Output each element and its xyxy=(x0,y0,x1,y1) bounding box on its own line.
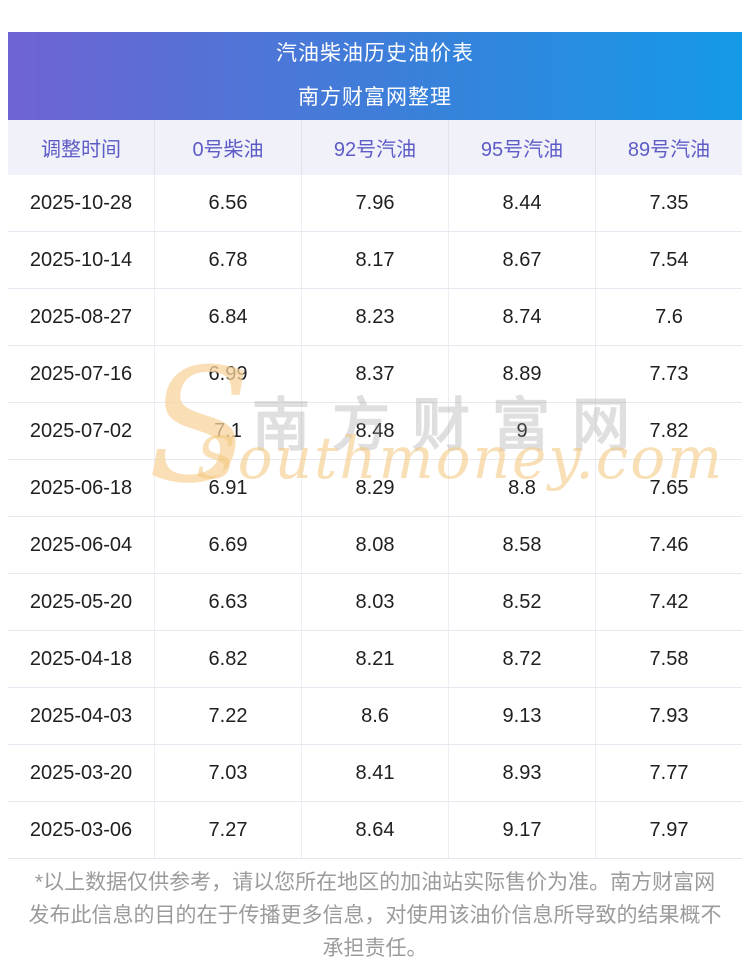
price-cell: 7.54 xyxy=(595,232,742,288)
table-row: 2025-04-03 7.22 8.6 9.13 7.93 xyxy=(8,687,742,744)
date-cell: 2025-04-03 xyxy=(29,704,133,727)
price-cell: 8.29 xyxy=(301,460,448,516)
price-cell: 8.21 xyxy=(301,631,448,687)
table-row: 2025-08-27 6.84 8.23 8.74 7.6 xyxy=(8,288,742,345)
table-row: 2025-10-28 6.56 7.96 8.44 7.35 xyxy=(8,175,742,231)
price-cell: 7.96 xyxy=(301,175,448,231)
price-cell: 8.8 xyxy=(448,460,595,516)
price-cell: 9.13 xyxy=(448,688,595,744)
table-row: 2025-07-16 6.99 8.37 8.89 7.73 xyxy=(8,345,742,402)
date-cell: 2025-04-18 xyxy=(29,647,133,670)
date-cell: 2025-10-14 xyxy=(29,248,133,271)
table-row: 2025-10-14 6.78 8.17 8.67 7.54 xyxy=(8,231,742,288)
table-row: 2025-05-20 6.63 8.03 8.52 7.42 xyxy=(8,573,742,630)
price-cell: 8.67 xyxy=(448,232,595,288)
price-cell: 7.93 xyxy=(595,688,742,744)
price-cell: 7.82 xyxy=(595,403,742,459)
table-title: 汽油柴油历史油价表 xyxy=(276,42,474,65)
price-cell: 6.91 xyxy=(154,460,301,516)
table-banner: 汽油柴油历史油价表 南方财富网整理 xyxy=(8,32,742,120)
price-cell: 6.84 xyxy=(154,289,301,345)
price-cell: 9 xyxy=(448,403,595,459)
table-subtitle: 南方财富网整理 xyxy=(298,86,452,109)
price-cell: 8.03 xyxy=(301,574,448,630)
price-cell: 9.17 xyxy=(448,802,595,858)
price-cell: 7.27 xyxy=(154,802,301,858)
table-row: 2025-07-02 7.1 8.48 9 7.82 xyxy=(8,402,742,459)
price-cell: 8.72 xyxy=(448,631,595,687)
column-header: 95号汽油 xyxy=(448,120,595,175)
date-cell: 2025-03-06 xyxy=(29,818,133,841)
column-header: 调整时间 xyxy=(41,139,121,161)
price-cell: 7.46 xyxy=(595,517,742,573)
column-header: 92号汽油 xyxy=(301,120,448,175)
table-row: 2025-06-18 6.91 8.29 8.8 7.65 xyxy=(8,459,742,516)
price-cell: 6.78 xyxy=(154,232,301,288)
price-cell: 7.42 xyxy=(595,574,742,630)
price-cell: 6.63 xyxy=(154,574,301,630)
price-cell: 7.73 xyxy=(595,346,742,402)
price-cell: 7.35 xyxy=(595,175,742,231)
table-header-row: 调整时间 0号柴油 92号汽油 95号汽油 89号汽油 xyxy=(8,120,742,175)
price-cell: 8.08 xyxy=(301,517,448,573)
date-cell: 2025-06-04 xyxy=(29,533,133,556)
price-cell: 8.37 xyxy=(301,346,448,402)
price-cell: 8.6 xyxy=(301,688,448,744)
price-cell: 8.23 xyxy=(301,289,448,345)
price-cell: 8.74 xyxy=(448,289,595,345)
disclaimer-text: *以上数据仅供参考，请以您所在地区的加油站实际售价为准。南方财富网发布此信息的目… xyxy=(28,871,722,960)
price-cell: 7.1 xyxy=(154,403,301,459)
date-cell: 2025-07-02 xyxy=(29,419,133,442)
date-cell: 2025-08-27 xyxy=(29,305,133,328)
price-cell: 7.77 xyxy=(595,745,742,801)
price-cell: 8.93 xyxy=(448,745,595,801)
price-cell: 7.03 xyxy=(154,745,301,801)
table-row: 2025-06-04 6.69 8.08 8.58 7.46 xyxy=(8,516,742,573)
column-header: 89号汽油 xyxy=(595,120,742,175)
price-cell: 8.48 xyxy=(301,403,448,459)
column-header: 0号柴油 xyxy=(154,120,301,175)
price-cell: 8.52 xyxy=(448,574,595,630)
price-cell: 8.41 xyxy=(301,745,448,801)
price-cell: 7.6 xyxy=(595,289,742,345)
price-cell: 7.58 xyxy=(595,631,742,687)
table-row: 2025-04-18 6.82 8.21 8.72 7.58 xyxy=(8,630,742,687)
price-cell: 6.82 xyxy=(154,631,301,687)
price-cell: 6.99 xyxy=(154,346,301,402)
price-cell: 8.89 xyxy=(448,346,595,402)
table-row: 2025-03-06 7.27 8.64 9.17 7.97 xyxy=(8,801,742,858)
date-cell: 2025-03-20 xyxy=(29,761,133,784)
date-cell: 2025-05-20 xyxy=(29,590,133,613)
date-cell: 2025-06-18 xyxy=(29,476,133,499)
price-table: 汽油柴油历史油价表 南方财富网整理 调整时间 0号柴油 92号汽油 95号汽油 89号汽… xyxy=(8,32,742,859)
price-cell: 6.56 xyxy=(154,175,301,231)
price-cell: 8.64 xyxy=(301,802,448,858)
price-cell: 8.58 xyxy=(448,517,595,573)
price-cell: 7.97 xyxy=(595,802,742,858)
table-row: 2025-03-20 7.03 8.41 8.93 7.77 xyxy=(8,744,742,801)
date-cell: 2025-07-16 xyxy=(29,362,133,385)
price-cell: 7.22 xyxy=(154,688,301,744)
price-cell: 8.17 xyxy=(301,232,448,288)
price-table-body: 2025-10-28 6.56 7.96 8.44 7.35 2025-10-14 6.78… xyxy=(8,175,742,859)
price-cell: 8.44 xyxy=(448,175,595,231)
price-cell: 7.65 xyxy=(595,460,742,516)
date-cell: 2025-10-28 xyxy=(29,191,133,214)
price-cell: 6.69 xyxy=(154,517,301,573)
